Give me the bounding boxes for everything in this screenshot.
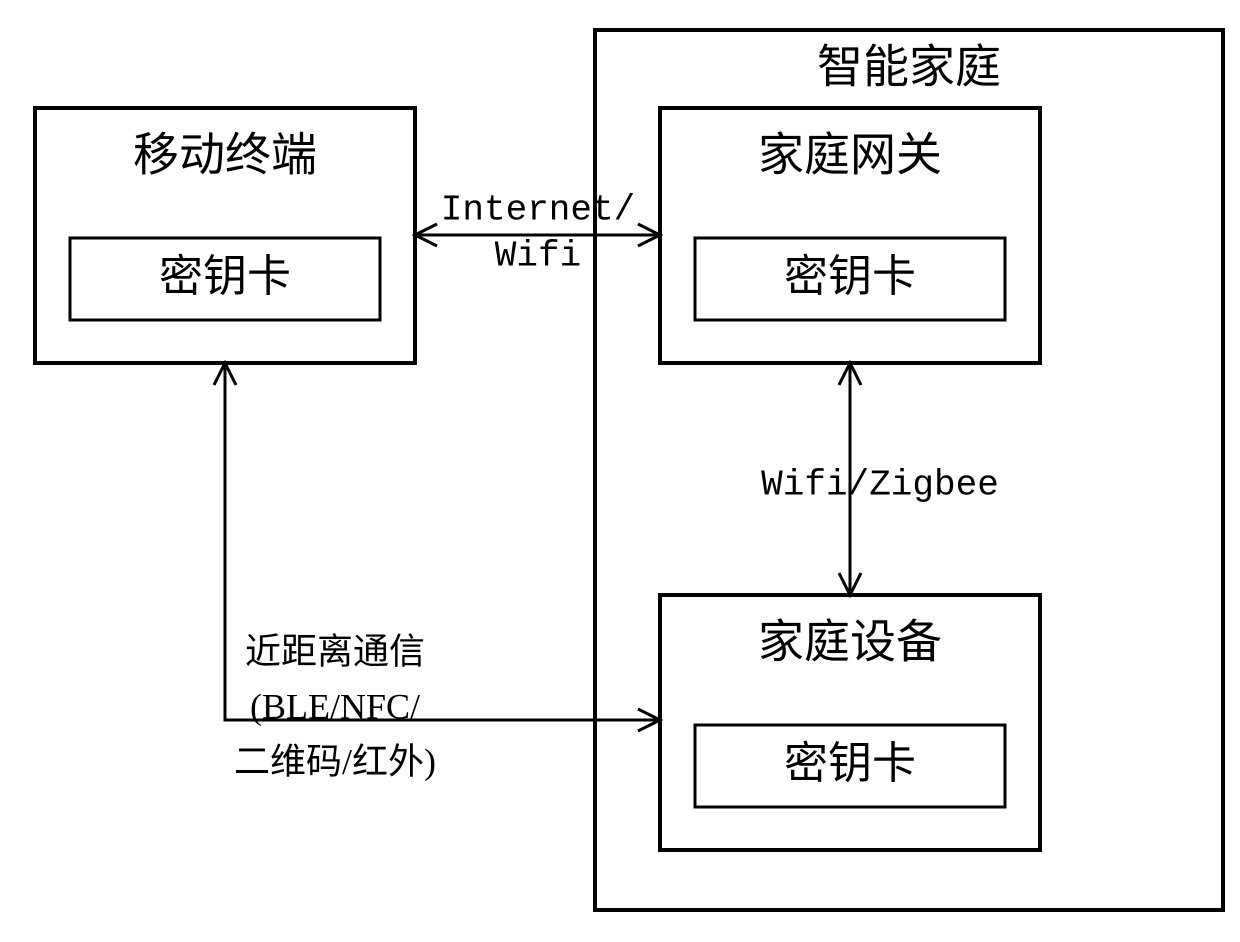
mobile-key-label: 密钥卡 — [159, 252, 291, 301]
smart-home-title: 智能家庭 — [817, 42, 1001, 93]
device-key-label: 密钥卡 — [784, 739, 916, 788]
edge-gateway-device-label: Wifi/Zigbee — [761, 465, 999, 506]
edge-terminal-gateway-label-1: Internet/ — [441, 190, 635, 231]
edge-terminal-device-label-2: (BLE/NFC/ — [250, 686, 420, 726]
home-device-title: 家庭设备 — [758, 617, 942, 668]
edge-terminal-device-label-3: 二维码/红外) — [234, 741, 436, 781]
mobile-terminal-title: 移动终端 — [133, 130, 317, 181]
home-gateway-title: 家庭网关 — [758, 130, 942, 181]
edge-terminal-gateway-label-2: Wifi — [495, 236, 581, 277]
diagram-canvas: 智能家庭移动终端密钥卡家庭网关密钥卡家庭设备密钥卡Internet/WifiWi… — [0, 0, 1240, 942]
gateway-key-label: 密钥卡 — [784, 252, 916, 301]
edge-terminal-device-label-1: 近距离通信 — [245, 631, 425, 671]
